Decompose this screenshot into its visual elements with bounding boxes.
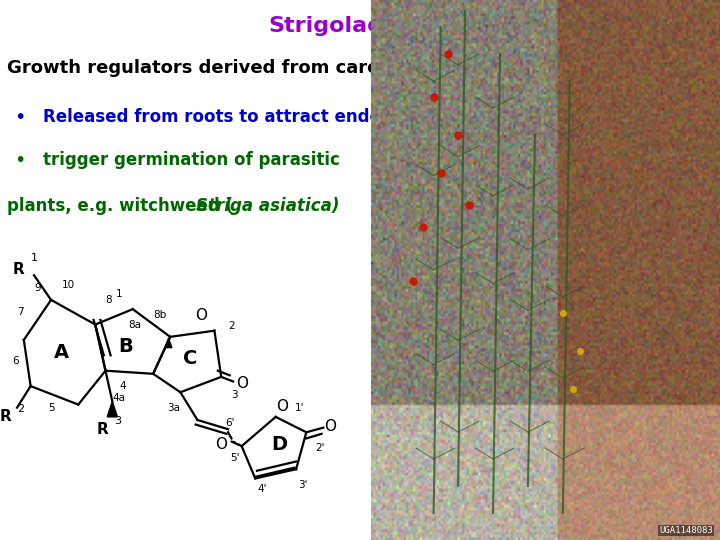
Text: 4a: 4a: [112, 394, 125, 403]
Text: 1: 1: [31, 253, 37, 263]
Text: 1': 1': [294, 403, 305, 413]
Text: 7: 7: [17, 307, 24, 317]
Text: Striga asiatica): Striga asiatica): [196, 197, 339, 215]
Text: 6: 6: [12, 356, 19, 367]
Text: 8b: 8b: [153, 310, 166, 320]
Text: 2: 2: [17, 404, 24, 414]
Text: 5: 5: [48, 403, 55, 413]
Text: O: O: [195, 308, 207, 323]
Text: Released from roots to attract endomycorrhizae: Released from roots to attract endomycor…: [43, 108, 497, 126]
Text: 6': 6': [225, 418, 235, 428]
Text: 3: 3: [114, 416, 121, 426]
Text: 3a: 3a: [167, 403, 180, 413]
Text: trigger germination of parasitic: trigger germination of parasitic: [43, 151, 340, 169]
Text: Strigolactones: Strigolactones: [269, 16, 451, 36]
Text: 4': 4': [257, 484, 267, 494]
Polygon shape: [107, 402, 117, 417]
Text: 4: 4: [120, 381, 126, 391]
Text: O: O: [276, 399, 289, 414]
Text: Growth regulators derived from carotenoids: Growth regulators derived from carotenoi…: [7, 59, 455, 77]
Text: D: D: [271, 435, 287, 454]
Text: plants, e.g. witchweed (: plants, e.g. witchweed (: [7, 197, 233, 215]
Text: A: A: [54, 343, 69, 362]
Polygon shape: [165, 339, 172, 348]
Text: R: R: [96, 422, 108, 437]
Text: 9: 9: [34, 282, 41, 293]
Text: 3': 3': [298, 480, 307, 490]
Text: C: C: [184, 349, 198, 368]
Text: UGA1148083: UGA1148083: [660, 525, 713, 535]
Text: B: B: [119, 336, 133, 355]
Text: 8a: 8a: [128, 320, 141, 329]
Text: 10: 10: [61, 280, 75, 289]
Text: 3: 3: [232, 390, 238, 400]
Text: •: •: [14, 108, 26, 127]
Text: O: O: [324, 418, 336, 434]
Text: 1: 1: [116, 289, 122, 299]
Text: O: O: [215, 437, 228, 452]
Text: 8: 8: [106, 295, 112, 305]
Text: 5': 5': [230, 454, 240, 463]
Text: 2: 2: [228, 321, 235, 331]
Text: 2': 2': [315, 443, 325, 453]
Text: •: •: [14, 151, 26, 170]
Text: R: R: [13, 262, 24, 276]
Text: O: O: [235, 375, 248, 390]
Text: R: R: [0, 409, 11, 424]
